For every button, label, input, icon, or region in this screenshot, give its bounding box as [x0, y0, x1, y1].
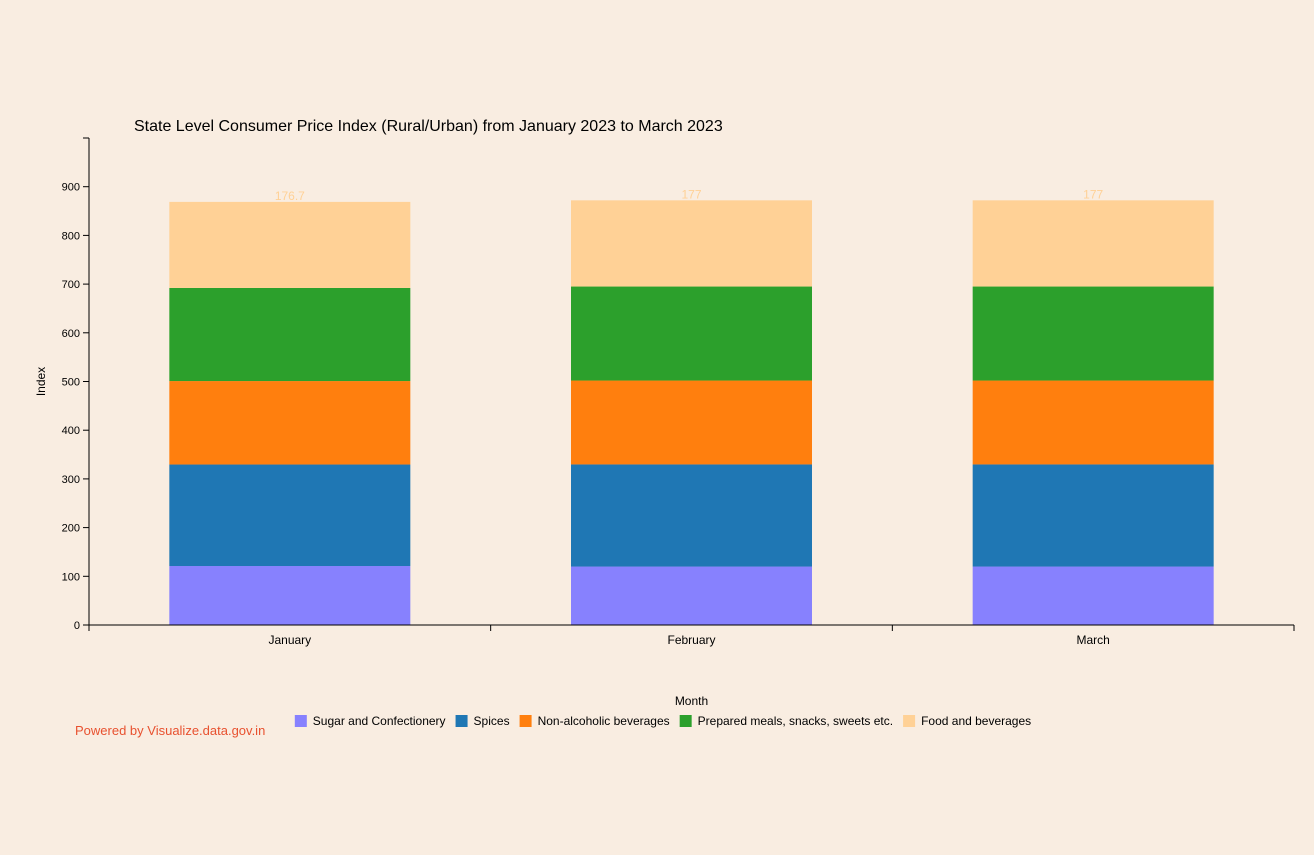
legend-label: Non-alcoholic beverages [538, 714, 670, 728]
legend-swatch[interactable] [903, 715, 916, 727]
legend-label: Food and beverages [921, 714, 1031, 728]
legend-label: Spices [474, 714, 510, 728]
bar-segment[interactable] [169, 566, 411, 625]
bar-segment[interactable] [571, 380, 812, 465]
legend-swatch[interactable] [679, 715, 692, 727]
x-tick-label: March [1076, 633, 1109, 647]
bar-segment[interactable] [169, 464, 411, 567]
legend-label: Prepared meals, snacks, sweets etc. [698, 714, 893, 728]
bar-segment[interactable] [169, 381, 411, 465]
y-tick-label: 500 [62, 377, 80, 389]
chart-title: State Level Consumer Price Index (Rural/… [134, 118, 723, 135]
powered-by-link[interactable]: Powered by Visualize.data.gov.in [75, 723, 266, 738]
y-tick-label: 0 [74, 620, 80, 632]
legend-label: Sugar and Confectionery [313, 714, 446, 728]
legend-swatch[interactable] [519, 715, 532, 727]
y-tick-label: 400 [62, 425, 80, 437]
y-axis-label: Index [34, 367, 48, 396]
bar-segment[interactable] [972, 200, 1214, 287]
data-label: 177 [681, 187, 701, 201]
bar-segment[interactable] [972, 286, 1214, 381]
y-tick-label: 900 [62, 182, 80, 194]
bar-segment[interactable] [972, 566, 1214, 625]
bar-segment[interactable] [571, 464, 812, 567]
bar-segment[interactable] [972, 380, 1214, 465]
y-tick-label: 200 [62, 523, 80, 535]
bar-segment[interactable] [169, 201, 411, 288]
y-tick-label: 600 [62, 328, 80, 340]
x-tick-label: February [667, 633, 715, 647]
data-label: 177 [1083, 187, 1103, 201]
bar-segment[interactable] [972, 464, 1214, 567]
y-tick-label: 100 [62, 571, 80, 583]
bar-segment[interactable] [571, 566, 812, 625]
y-tick-label: 700 [62, 279, 80, 291]
bar-segment[interactable] [571, 286, 812, 381]
bar-segment[interactable] [571, 200, 812, 287]
legend-swatch[interactable] [455, 715, 468, 727]
x-axis-label: Month [675, 694, 708, 708]
y-tick-label: 300 [62, 474, 80, 486]
bar-segment[interactable] [169, 287, 411, 382]
data-label: 176.7 [275, 189, 305, 203]
legend-swatch[interactable] [294, 715, 307, 727]
x-tick-label: January [268, 633, 311, 647]
y-tick-label: 800 [62, 230, 80, 242]
